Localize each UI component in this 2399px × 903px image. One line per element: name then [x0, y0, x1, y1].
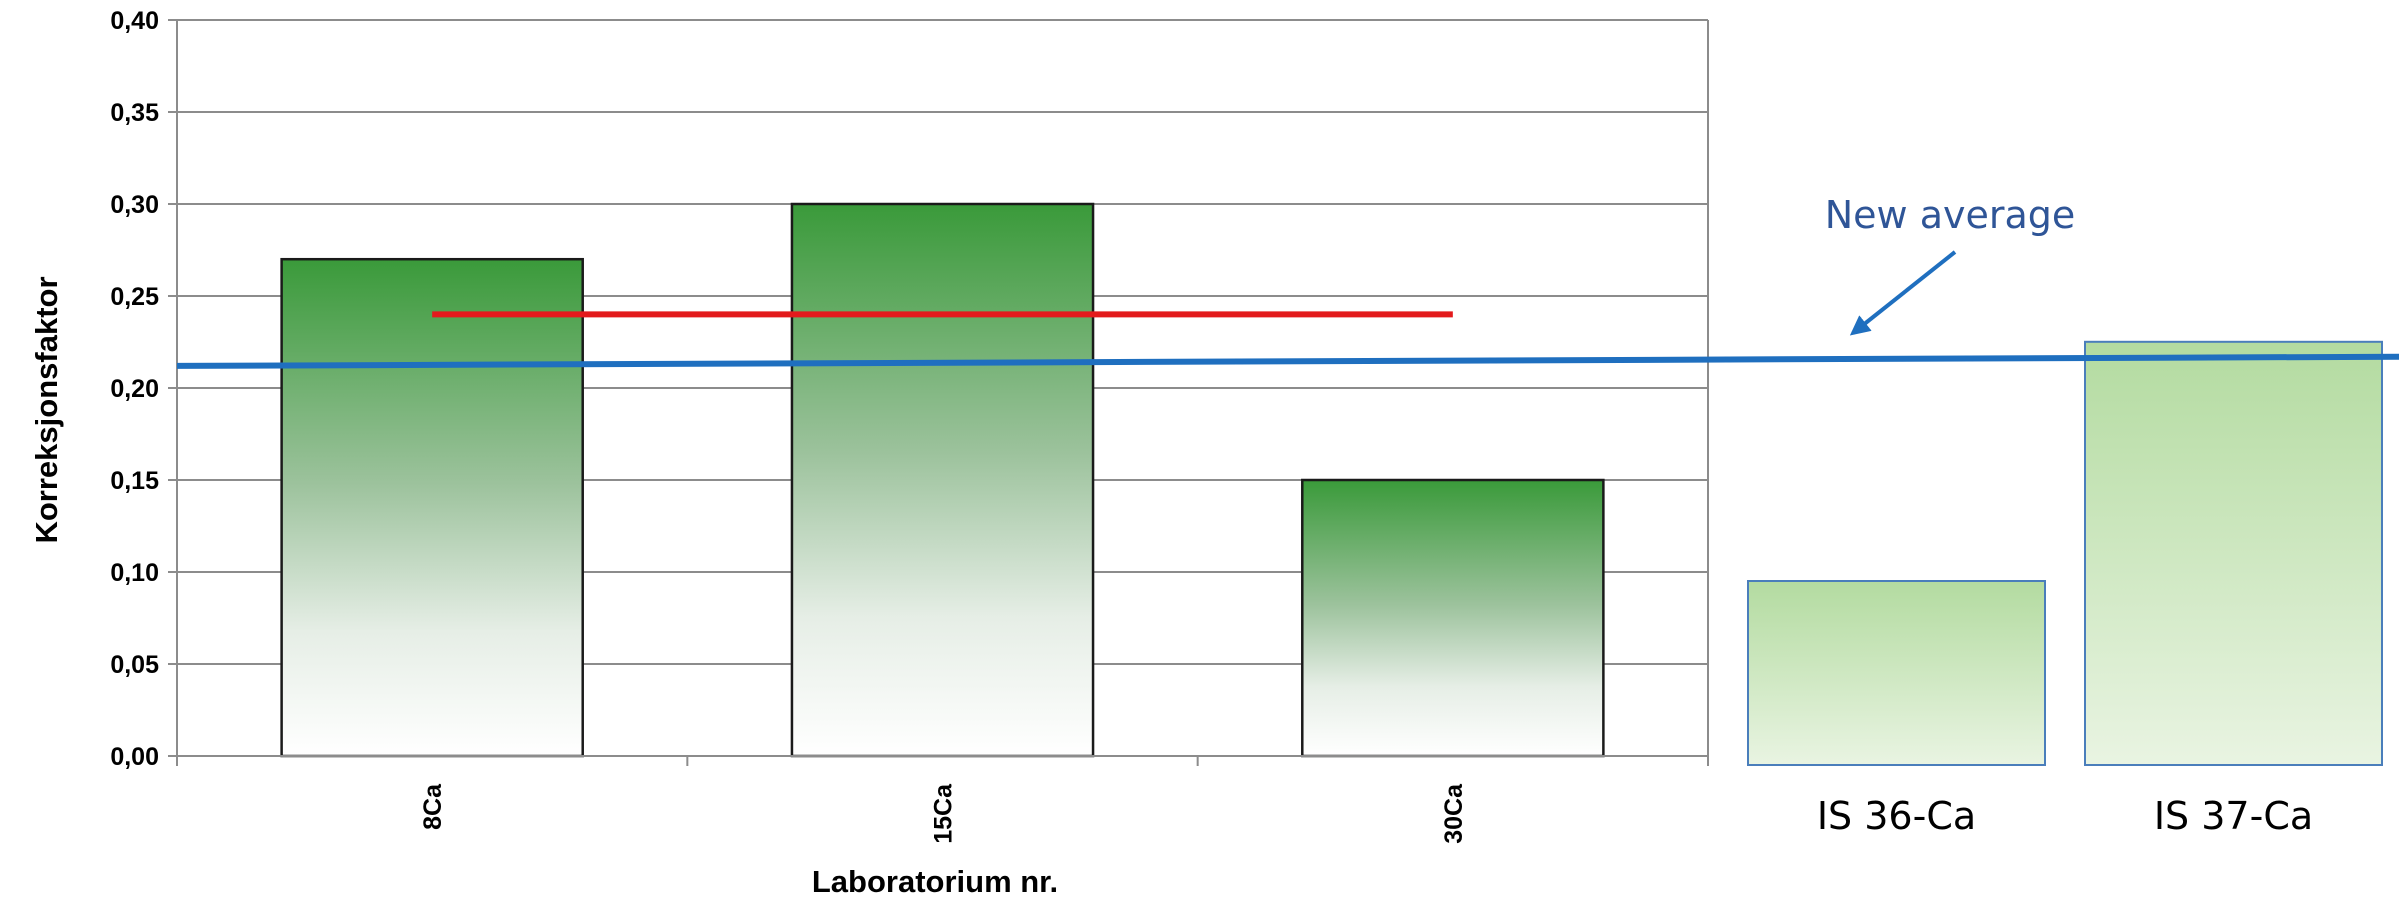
- y-tick-label: 0,30: [110, 191, 159, 219]
- new-average-line: [176, 353, 2399, 369]
- extra-bar-label: IS 37-Ca: [2154, 794, 2313, 838]
- y-tick-label: 0,15: [110, 467, 159, 495]
- axes: 0,00 0,05 0,10 0,15 0,20 0,25 0,30 0,35 0,40 8Ca 1…: [110, 7, 1709, 844]
- y-tick-label: 0,05: [110, 651, 159, 679]
- bar-30ca: [1301, 478, 1605, 758]
- y-tick-label: 0,35: [110, 99, 159, 127]
- y-tick-label: 0,00: [110, 743, 159, 771]
- new-average-arrow: [1849, 250, 1957, 336]
- y-axis-title: Korreksjonsfaktor: [29, 276, 64, 543]
- bars: [280, 202, 1605, 758]
- y-tick-label: 0,40: [110, 7, 159, 35]
- x-axis-title: Laboratorium nr.: [812, 864, 1058, 899]
- y-tick-label: 0,20: [110, 375, 159, 403]
- y-tick-label: 0,25: [110, 283, 159, 311]
- bar-8ca: [280, 257, 584, 758]
- bar-15ca: [790, 202, 1095, 758]
- new-average-group: [176, 250, 2399, 369]
- extra-bar-is-36-ca: [1747, 580, 2046, 766]
- y-tick-label: 0,10: [110, 559, 159, 587]
- x-tick-label: 15Ca: [930, 783, 958, 844]
- extra-bar-is-37-ca: [2084, 340, 2383, 766]
- extra-bar-label: IS 36-Ca: [1817, 794, 1976, 838]
- extra-bars: IS 36-Ca IS 37-Ca: [1747, 340, 2383, 838]
- x-tick-label: 30Ca: [1440, 783, 1468, 844]
- new-average-label: New average: [1825, 193, 2076, 237]
- x-tick-label: 8Ca: [419, 783, 447, 830]
